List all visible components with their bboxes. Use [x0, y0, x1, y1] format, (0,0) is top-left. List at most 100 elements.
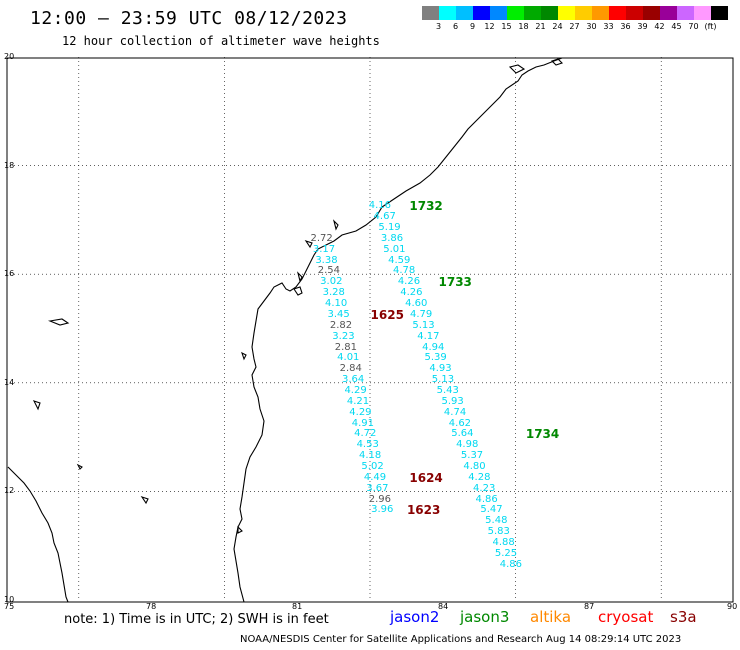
wave-height-value: 4.62 — [448, 417, 472, 429]
legend-tick-label: 36 — [620, 22, 631, 31]
island-top — [550, 58, 564, 66]
india-east-coast — [233, 57, 563, 603]
island-north — [508, 64, 526, 74]
legend-tick-label: 9 — [469, 22, 476, 31]
island-g — [332, 219, 339, 231]
wave-height-value: 4.94 — [422, 341, 445, 353]
wave-height-value: 4.74 — [443, 406, 467, 418]
wave-height-value: 4.91 — [351, 417, 374, 429]
legend-tick-label: 39 — [637, 22, 648, 31]
legend-swatch — [439, 6, 456, 20]
wave-height-value: 3.23 — [332, 330, 355, 342]
pass-time-label: 1734 — [525, 427, 560, 442]
wave-height-value: 5.39 — [424, 352, 447, 364]
longitude-label: 81 — [292, 602, 303, 611]
legend-swatch — [558, 6, 575, 20]
wave-height-value: 4.59 — [388, 254, 411, 266]
latitude-label: 12 — [4, 486, 15, 496]
latitude-label: 20 — [4, 52, 15, 61]
legend-swatch — [507, 6, 524, 20]
wave-height-value: 4.18 — [359, 450, 382, 462]
wave-height-value: 4.60 — [405, 298, 428, 310]
wave-height-value: 4.01 — [337, 352, 360, 364]
wave-height-value: 4.21 — [346, 395, 370, 407]
lake-small — [304, 239, 313, 249]
wave-height-value: 4.28 — [468, 471, 491, 483]
wave-height-value: 4.86 — [499, 558, 522, 570]
legend-swatch — [456, 6, 473, 20]
wave-height-value: 4.80 — [463, 460, 486, 472]
wave-height-value: 2.81 — [334, 341, 357, 353]
wave-height-value: 5.02 — [361, 460, 384, 472]
longitude-label: 75 — [4, 602, 15, 611]
wave-height-value: 4.53 — [356, 439, 379, 451]
legend-tick-label: 3 — [435, 22, 442, 31]
coastline — [7, 57, 564, 603]
longitude-label: 90 — [727, 602, 738, 611]
legend-tick-label: 6 — [452, 22, 459, 31]
wave-height-value: 5.13 — [412, 319, 435, 331]
longitude-label: 87 — [584, 602, 595, 611]
legend-swatch — [592, 6, 609, 20]
legend-swatch — [524, 6, 541, 20]
map — [6, 57, 734, 603]
wave-height-value: 4.98 — [456, 439, 479, 451]
wave-height-value: 2.82 — [329, 319, 353, 331]
wave-height-value: 5.93 — [441, 395, 464, 407]
wave-height-value: 5.25 — [494, 547, 518, 559]
pass-time-label: 1733 — [438, 275, 472, 290]
legend-tick-label: 45 — [671, 22, 682, 31]
pass-time-label: 1625 — [370, 307, 404, 322]
wave-height-value: 4.29 — [344, 384, 367, 396]
legend-tick-label: (ft) — [704, 22, 717, 31]
legend-swatch — [575, 6, 592, 20]
island-a — [47, 318, 70, 326]
wave-height-value: 4.79 — [409, 308, 433, 320]
wave-height-value: 5.47 — [480, 504, 503, 516]
legend-swatch — [490, 6, 507, 20]
wave-height-value: 4.23 — [473, 482, 496, 494]
color-legend-labels: 3 6 9 12 15 18 21 24 27 30 33 36 39 42 45 70 (ft) — [422, 22, 740, 34]
pass-time-label: 1624 — [409, 470, 443, 485]
wave-height-value: 3.67 — [366, 482, 389, 494]
legend-swatch — [660, 6, 677, 20]
wave-height-value: 4.29 — [349, 406, 372, 418]
legend-swatch — [677, 6, 694, 20]
wave-height-value: 4.72 — [354, 428, 377, 440]
wave-height-value: 4.10 — [325, 298, 348, 310]
wave-height-value: 4.67 — [373, 211, 396, 223]
wave-height-value: 5.83 — [487, 526, 510, 538]
color-legend — [422, 6, 728, 20]
latitude-label: 14 — [4, 377, 15, 387]
wave-height-value: 2.72 — [310, 232, 333, 244]
legend-tick-label: 18 — [518, 22, 529, 31]
legend-tick-label: 12 — [484, 22, 495, 31]
satellite-name-cryosat: cryosat — [598, 608, 654, 626]
wave-height-value: 4.88 — [492, 536, 515, 548]
island-c — [76, 463, 83, 470]
legend-swatch — [541, 6, 558, 20]
wave-height-value: 2.84 — [339, 363, 362, 375]
page-title: 12:00 – 23:59 UTC 08/12/2023 — [30, 8, 348, 29]
legend-swatch — [711, 6, 728, 20]
island-h — [296, 271, 303, 283]
legend-tick-label: 21 — [535, 22, 546, 31]
island-e — [237, 525, 243, 534]
coast-inlet — [293, 286, 303, 296]
wave-height-value: 5.01 — [383, 243, 406, 255]
wave-height-value: 4.26 — [400, 287, 423, 299]
footer-credit: NOAA/NESDIS Center for Satellite Applica… — [240, 634, 682, 645]
legend-swatch — [694, 6, 711, 20]
pass-time-label: 1623 — [406, 503, 441, 518]
india-west-coast — [7, 466, 69, 603]
legend-swatch — [643, 6, 660, 20]
page-subtitle: 12 hour collection of altimeter wave hei… — [62, 34, 380, 48]
graticule — [6, 57, 734, 600]
wave-height-value: 4.93 — [429, 363, 452, 375]
legend-tick-label: 27 — [569, 22, 580, 31]
legend-swatch — [422, 6, 439, 20]
legend-tick-label: 33 — [603, 22, 614, 31]
wave-height-value: 5.48 — [485, 515, 508, 527]
wave-height-value: 2.96 — [368, 493, 391, 505]
wave-height-value: 3.96 — [371, 504, 394, 516]
